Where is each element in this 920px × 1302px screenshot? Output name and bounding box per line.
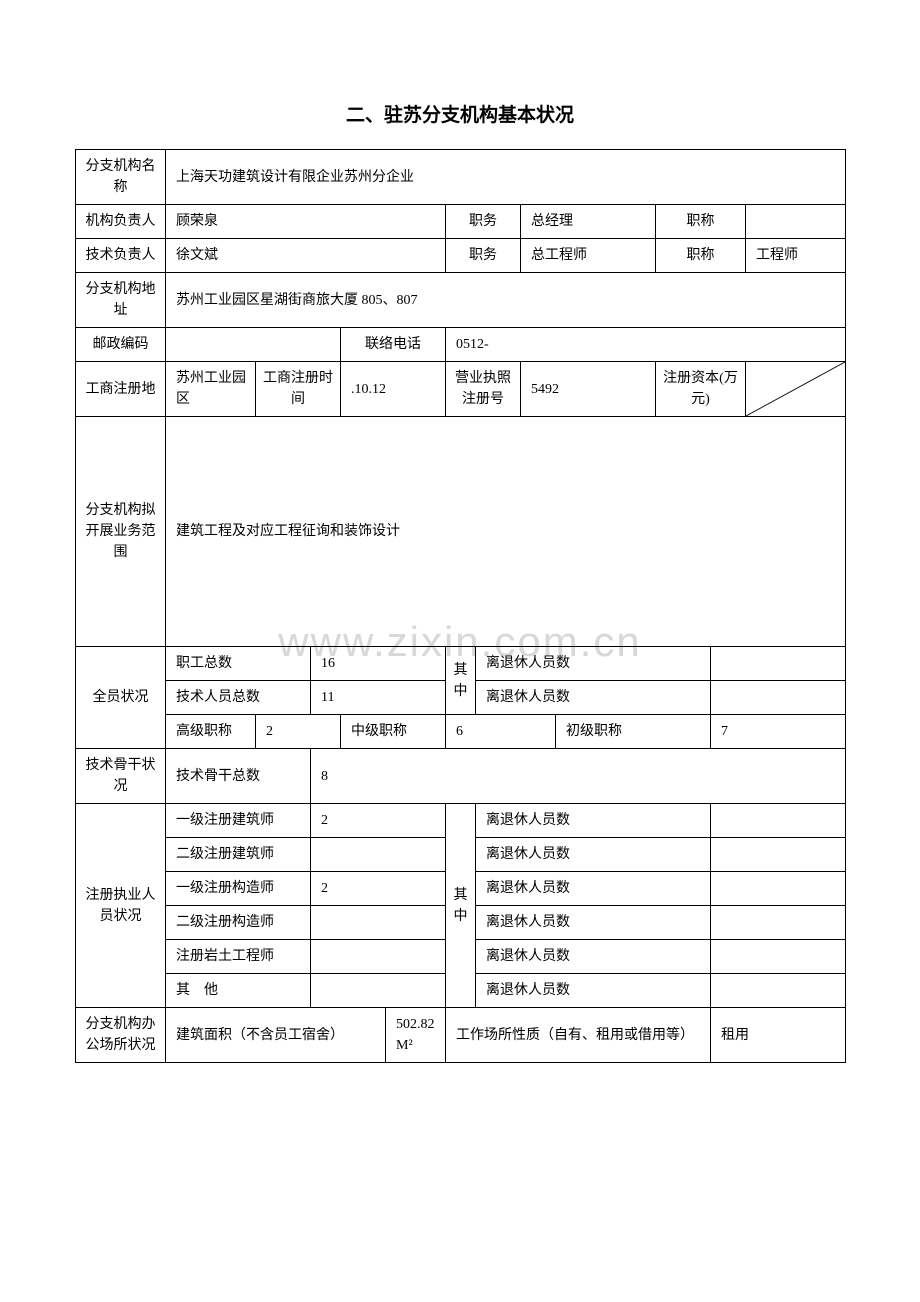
label-branch-scope: 分支机构拟开展业务范围	[76, 417, 166, 647]
value-struct2-r	[711, 906, 846, 940]
label-branch-addr: 分支机构地址	[76, 273, 166, 328]
value-struct1: 2	[311, 872, 446, 906]
value-tech-leader-name: 徐文斌	[166, 239, 446, 273]
value-geo-r	[711, 940, 846, 974]
value-contact-phone: 0512-	[446, 328, 846, 362]
label-tech-leader: 技术负责人	[76, 239, 166, 273]
value-branch-scope: 建筑工程及对应工程征询和装饰设计	[166, 417, 846, 647]
label-struct1: 一级注册构造师	[166, 872, 311, 906]
value-junior-rank: 7	[711, 715, 846, 749]
label-retired: 离退休人员数	[476, 940, 711, 974]
label-retired: 离退休人员数	[476, 906, 711, 940]
label-build-area: 建筑面积（不含员工宿舍）	[166, 1008, 386, 1063]
value-arch2	[311, 838, 446, 872]
value-total-staff: 16	[311, 647, 446, 681]
label-among: 其中	[446, 804, 476, 1008]
label-struct2: 二级注册构造师	[166, 906, 311, 940]
value-biz-reg-place: 苏州工业园区	[166, 362, 256, 417]
label-retired: 离退休人员数	[476, 872, 711, 906]
label-retired: 离退休人员数	[476, 974, 711, 1008]
value-org-leader-name: 顾荣泉	[166, 205, 446, 239]
label-position: 职务	[446, 205, 521, 239]
value-arch2-r	[711, 838, 846, 872]
value-retired2	[711, 681, 846, 715]
label-geo: 注册岩土工程师	[166, 940, 311, 974]
label-retired: 离退休人员数	[476, 804, 711, 838]
label-among: 其中	[446, 647, 476, 715]
value-geo	[311, 940, 446, 974]
value-arch1: 2	[311, 804, 446, 838]
label-arch1: 一级注册建筑师	[166, 804, 311, 838]
label-total-staff: 职工总数	[166, 647, 311, 681]
label-title-rank: 职称	[656, 239, 746, 273]
value-build-area: 502.82 M²	[386, 1008, 446, 1063]
label-retired: 离退休人员数	[476, 838, 711, 872]
label-contact-phone: 联络电话	[341, 328, 446, 362]
value-branch-name: 上海天功建筑设计有限企业苏州分企业	[166, 150, 846, 205]
main-table: 分支机构名称 上海天功建筑设计有限企业苏州分企业 机构负责人 顾荣泉 职务 总经…	[75, 149, 846, 1063]
value-biz-reg-time: .10.12	[341, 362, 446, 417]
label-retired: 离退休人员数	[476, 647, 711, 681]
label-senior-rank: 高级职称	[166, 715, 256, 749]
value-other	[311, 974, 446, 1008]
label-staff-status: 全员状况	[76, 647, 166, 749]
label-biz-reg-place: 工商注册地	[76, 362, 166, 417]
value-tech-leader-position: 总工程师	[521, 239, 656, 273]
page-title: 二、驻苏分支机构基本状况	[75, 100, 845, 127]
label-arch2: 二级注册建筑师	[166, 838, 311, 872]
value-branch-addr: 苏州工业园区星湖街商旅大厦 805、807	[166, 273, 846, 328]
label-other: 其 他	[166, 974, 311, 1008]
value-mid-rank: 6	[446, 715, 556, 749]
label-org-leader: 机构负责人	[76, 205, 166, 239]
value-other-r	[711, 974, 846, 1008]
value-struct1-r	[711, 872, 846, 906]
value-struct2	[311, 906, 446, 940]
value-senior-rank: 2	[256, 715, 341, 749]
value-total-backbone: 8	[311, 749, 846, 804]
value-retired1	[711, 647, 846, 681]
label-postal-code: 邮政编码	[76, 328, 166, 362]
label-title-rank: 职称	[656, 205, 746, 239]
label-workplace-nature: 工作场所性质（自有、租用或借用等）	[446, 1008, 711, 1063]
label-reg-capital: 注册资本(万元)	[656, 362, 746, 417]
label-position: 职务	[446, 239, 521, 273]
value-org-leader-position: 总经理	[521, 205, 656, 239]
label-mid-rank: 中级职称	[341, 715, 446, 749]
label-retired: 离退休人员数	[476, 681, 711, 715]
label-reg-prof-status: 注册执业人员状况	[76, 804, 166, 1008]
value-org-leader-title	[746, 205, 846, 239]
label-biz-license-no: 营业执照注册号	[446, 362, 521, 417]
value-workplace-nature: 租用	[711, 1008, 846, 1063]
label-junior-rank: 初级职称	[556, 715, 711, 749]
value-tech-leader-title: 工程师	[746, 239, 846, 273]
value-biz-license-no: 5492	[521, 362, 656, 417]
value-arch1-r	[711, 804, 846, 838]
value-reg-capital	[746, 362, 846, 417]
label-total-backbone: 技术骨干总数	[166, 749, 311, 804]
value-total-tech: 11	[311, 681, 446, 715]
label-total-tech: 技术人员总数	[166, 681, 311, 715]
label-biz-reg-time: 工商注册时间	[256, 362, 341, 417]
label-branch-name: 分支机构名称	[76, 150, 166, 205]
label-tech-backbone: 技术骨干状况	[76, 749, 166, 804]
label-office-status: 分支机构办公场所状况	[76, 1008, 166, 1063]
value-postal-code	[166, 328, 341, 362]
